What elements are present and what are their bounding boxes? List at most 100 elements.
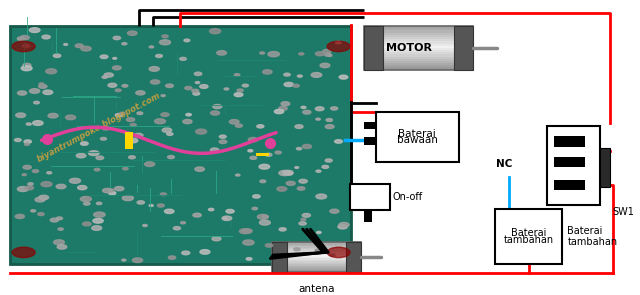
Circle shape bbox=[275, 109, 284, 114]
Circle shape bbox=[268, 52, 280, 57]
Circle shape bbox=[39, 195, 49, 200]
Circle shape bbox=[222, 216, 232, 220]
Circle shape bbox=[275, 151, 282, 154]
Circle shape bbox=[102, 189, 112, 193]
Circle shape bbox=[128, 138, 138, 143]
Circle shape bbox=[31, 210, 36, 212]
Bar bbox=[271, 261, 361, 263]
Circle shape bbox=[56, 184, 66, 189]
Circle shape bbox=[303, 110, 311, 114]
Circle shape bbox=[173, 227, 180, 230]
Bar bbox=[495, 209, 562, 264]
Bar bbox=[364, 137, 376, 145]
Circle shape bbox=[224, 88, 228, 90]
Circle shape bbox=[195, 72, 202, 76]
Circle shape bbox=[183, 119, 192, 124]
Circle shape bbox=[219, 140, 227, 143]
Circle shape bbox=[12, 41, 35, 52]
Bar bbox=[364, 28, 473, 30]
Circle shape bbox=[168, 256, 176, 259]
Text: Baterai
tambahan: Baterai tambahan bbox=[567, 226, 618, 247]
Bar bbox=[271, 252, 361, 254]
Text: Baterai: Baterai bbox=[511, 228, 547, 238]
Circle shape bbox=[15, 138, 21, 142]
Circle shape bbox=[293, 84, 300, 87]
Bar bbox=[271, 258, 361, 260]
Bar bbox=[364, 61, 473, 63]
Circle shape bbox=[324, 53, 331, 56]
Circle shape bbox=[108, 189, 114, 191]
Circle shape bbox=[39, 83, 44, 85]
Circle shape bbox=[317, 232, 321, 234]
Bar bbox=[554, 180, 584, 191]
Circle shape bbox=[234, 93, 243, 97]
Circle shape bbox=[185, 86, 192, 90]
Bar bbox=[271, 257, 361, 258]
Circle shape bbox=[162, 35, 168, 38]
Circle shape bbox=[126, 118, 134, 122]
Bar bbox=[364, 33, 473, 35]
Circle shape bbox=[239, 229, 250, 234]
Circle shape bbox=[243, 84, 248, 87]
Circle shape bbox=[83, 222, 91, 226]
Circle shape bbox=[17, 91, 27, 95]
Bar bbox=[10, 26, 351, 264]
Circle shape bbox=[284, 73, 290, 76]
Circle shape bbox=[131, 124, 136, 126]
Circle shape bbox=[28, 183, 33, 185]
Circle shape bbox=[338, 225, 348, 229]
Circle shape bbox=[339, 222, 349, 227]
Circle shape bbox=[193, 213, 201, 217]
Circle shape bbox=[38, 213, 44, 216]
Circle shape bbox=[54, 240, 65, 245]
Text: SW1: SW1 bbox=[612, 207, 634, 217]
Circle shape bbox=[248, 150, 253, 152]
Circle shape bbox=[122, 196, 133, 201]
Bar bbox=[364, 48, 473, 50]
Circle shape bbox=[326, 119, 333, 122]
Circle shape bbox=[335, 140, 342, 143]
Circle shape bbox=[17, 37, 25, 40]
Text: bawaan: bawaan bbox=[397, 135, 438, 145]
Circle shape bbox=[331, 107, 338, 110]
Text: MOTOR: MOTOR bbox=[386, 43, 432, 53]
Circle shape bbox=[265, 244, 273, 247]
Circle shape bbox=[296, 148, 301, 150]
Circle shape bbox=[149, 204, 153, 206]
Circle shape bbox=[259, 164, 269, 169]
Circle shape bbox=[236, 124, 243, 127]
Circle shape bbox=[316, 118, 320, 120]
Circle shape bbox=[58, 228, 63, 230]
Bar bbox=[346, 242, 361, 272]
Circle shape bbox=[237, 89, 243, 92]
Circle shape bbox=[160, 193, 166, 196]
Circle shape bbox=[29, 89, 40, 93]
Bar bbox=[364, 54, 473, 57]
Bar bbox=[376, 112, 459, 163]
Circle shape bbox=[297, 187, 305, 190]
Circle shape bbox=[123, 168, 128, 170]
Circle shape bbox=[157, 204, 164, 207]
Circle shape bbox=[17, 186, 28, 191]
Circle shape bbox=[316, 52, 324, 56]
Circle shape bbox=[200, 250, 210, 254]
Circle shape bbox=[88, 151, 99, 155]
Bar bbox=[364, 44, 473, 46]
Bar bbox=[256, 153, 269, 156]
Circle shape bbox=[48, 113, 58, 118]
Circle shape bbox=[252, 207, 257, 210]
Circle shape bbox=[38, 85, 47, 88]
Circle shape bbox=[327, 54, 332, 57]
Bar bbox=[364, 63, 473, 65]
Circle shape bbox=[137, 112, 143, 114]
Circle shape bbox=[122, 42, 127, 45]
Circle shape bbox=[22, 44, 29, 47]
Bar bbox=[364, 30, 473, 33]
Circle shape bbox=[29, 28, 40, 32]
Bar bbox=[271, 243, 361, 245]
Circle shape bbox=[26, 123, 31, 125]
Circle shape bbox=[330, 209, 339, 213]
Circle shape bbox=[327, 247, 350, 258]
Circle shape bbox=[102, 76, 108, 78]
Circle shape bbox=[253, 195, 260, 198]
